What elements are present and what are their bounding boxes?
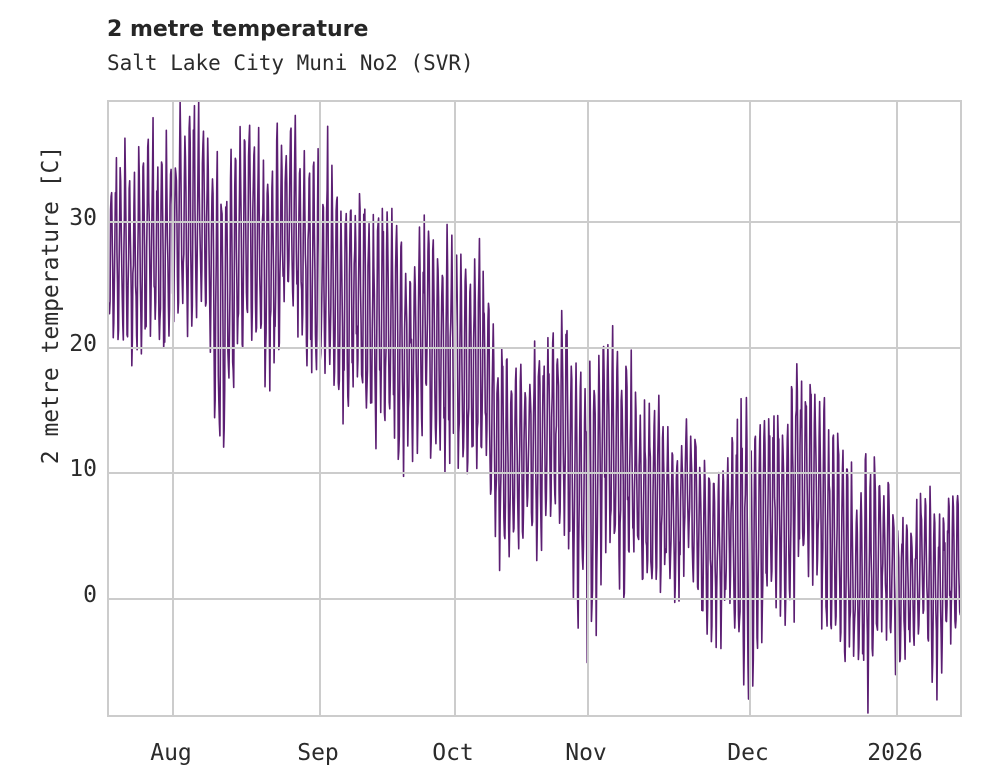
chart-title: 2 metre temperature (107, 17, 369, 42)
y-tick-label: 0 (83, 582, 97, 609)
x-tick-label: Nov (565, 740, 607, 766)
gridline-vertical (319, 102, 321, 715)
temperature-line (109, 102, 960, 714)
y-tick-label: 20 (69, 330, 97, 357)
y-axis-tick-labels: 0 10 20 30 (0, 0, 97, 782)
x-tick-label: 2026 (867, 740, 923, 766)
gridline-horizontal (109, 598, 960, 601)
gridline-horizontal (109, 220, 960, 223)
plot-area (107, 100, 962, 717)
y-tick-label: 10 (69, 456, 97, 483)
gridline-vertical (896, 102, 898, 715)
y-tick-label: 30 (69, 204, 97, 231)
gridline-vertical (587, 102, 589, 715)
gridline-vertical (454, 102, 456, 715)
gridline-vertical (749, 102, 751, 715)
x-tick-label: Dec (727, 740, 769, 766)
x-tick-label: Oct (432, 740, 474, 766)
gridline-horizontal (109, 346, 960, 349)
x-tick-label: Aug (150, 740, 192, 766)
temperature-series (109, 102, 960, 714)
chart-subtitle: Salt Lake City Muni No2 (SVR) (107, 51, 474, 75)
gridline-horizontal (109, 472, 960, 475)
x-tick-label: Sep (297, 740, 339, 766)
gridline-vertical (172, 102, 174, 715)
